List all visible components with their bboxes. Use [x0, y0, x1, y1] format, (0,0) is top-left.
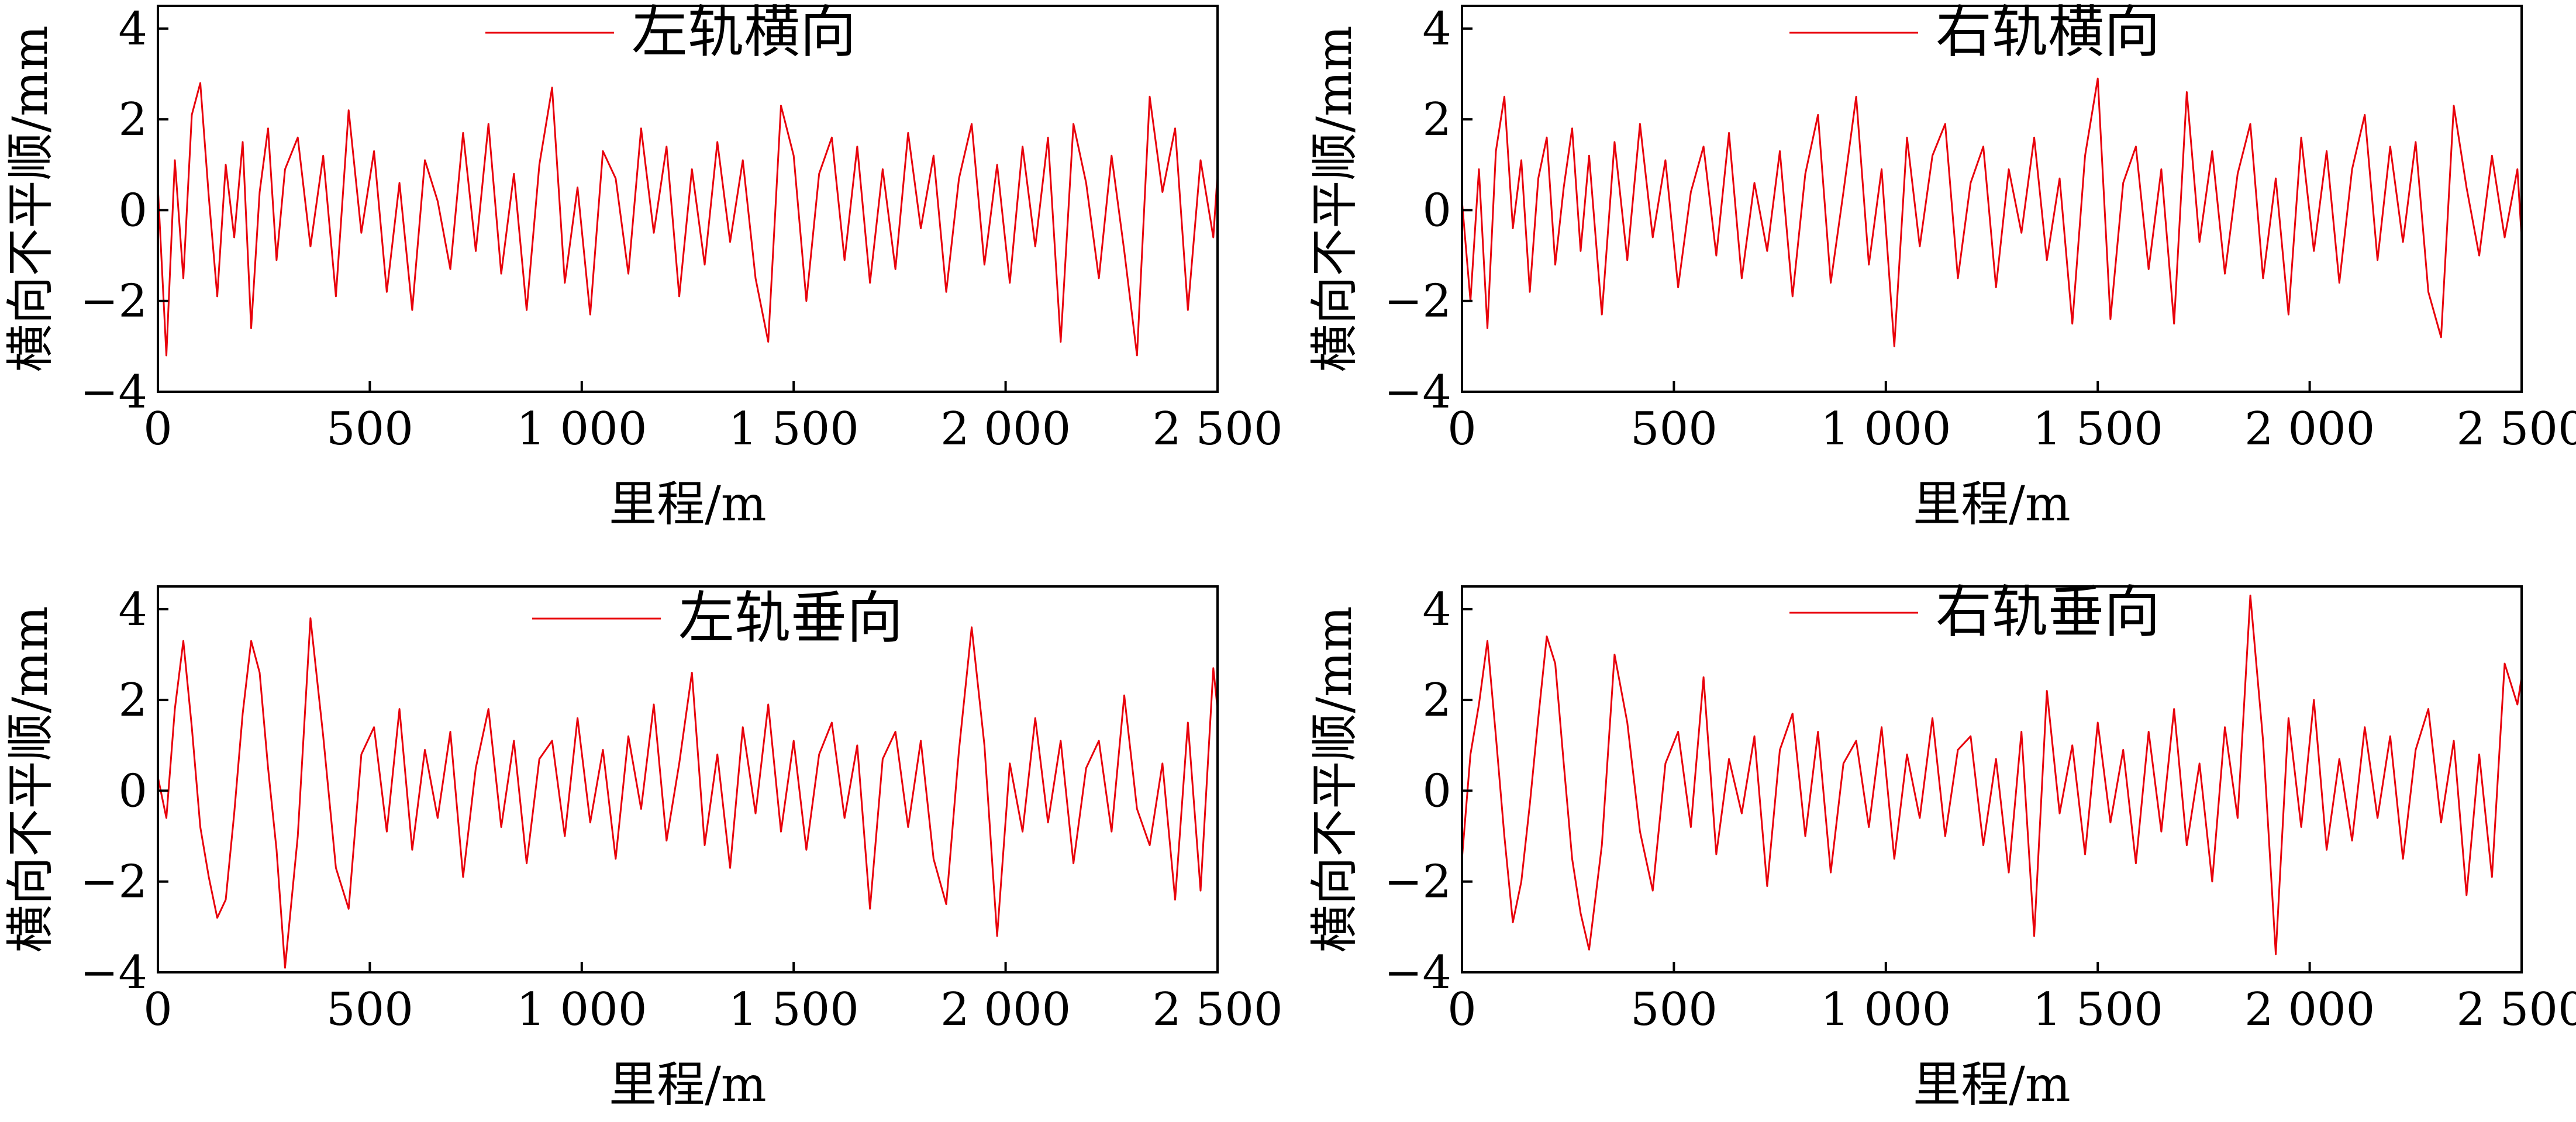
x-axis-title: 里程/m	[609, 477, 766, 532]
x-tick-label: 1 000	[1820, 403, 1951, 455]
series-line	[1461, 77, 2523, 347]
y-tick-label: 4	[118, 3, 147, 56]
x-tick-label: 2 000	[940, 403, 1071, 455]
y-tick-label: −2	[80, 856, 147, 909]
y-tick-label: 0	[118, 184, 147, 237]
x-tick-label: 1 500	[729, 983, 859, 1036]
x-axis-title: 里程/m	[1913, 1057, 2070, 1113]
x-tick-label: 0	[1447, 983, 1477, 1036]
x-tick-label: 2 500	[2456, 403, 2576, 455]
x-axis-title: 里程/m	[609, 1057, 766, 1113]
chart-panel-2: 0 500 1 000 1 500 2 000 2 500 4 2 0 −2 −4 里程/m 横向不平顺…	[1307, 0, 2576, 532]
y-tick-label: 2	[118, 674, 147, 727]
y-tick-label: −4	[1384, 366, 1451, 419]
x-tick-label: 1 000	[516, 403, 647, 455]
y-tick-label: 0	[1422, 184, 1451, 237]
x-tick-label: 500	[1630, 983, 1718, 1036]
series-line	[1461, 595, 2523, 955]
y-tick-label: −4	[80, 366, 147, 419]
y-axis-title: 横向不平顺/mm	[1307, 606, 1363, 952]
plot-frame	[1461, 585, 2523, 973]
y-tick-label: 4	[118, 584, 147, 636]
x-tick-label: 1 000	[516, 983, 647, 1036]
x-tick-label: 2 500	[1152, 983, 1282, 1036]
plot-frame	[157, 5, 1219, 393]
x-tick-label: 2 000	[2244, 403, 2375, 455]
y-axis-title: 横向不平顺/mm	[1307, 25, 1363, 372]
y-tick-label: 4	[1422, 584, 1451, 636]
chart-panels: 0 500 1 000 1 500 2 000 2 500420−2−4里程/m横向不平顺…	[3, 0, 2576, 1113]
x-tick-label: 2 500	[1152, 403, 1282, 455]
y-tick-label: −2	[1384, 856, 1451, 909]
x-tick-label: 2 000	[940, 983, 1071, 1036]
x-tick-label: 0	[1447, 403, 1477, 455]
y-axis-title: 横向不平顺/mm	[3, 25, 58, 372]
y-tick-label: 0	[118, 765, 147, 817]
y-tick-label: −2	[1384, 275, 1451, 328]
x-tick-label: 1 500	[729, 403, 859, 455]
series-line	[157, 82, 1219, 357]
x-tick-label: 1 000	[1820, 983, 1951, 1036]
legend-label: 右轨垂向	[1936, 579, 2160, 645]
y-tick-label: 4	[1422, 3, 1451, 56]
x-tick-label: 0	[143, 403, 173, 455]
plot-frame	[157, 585, 1219, 973]
chart-panel-3: 0 500 1 000 1 500 2 000 2 500 4 2 0 −2 −4 里程/m 横向不平顺…	[3, 584, 1283, 1113]
x-tick-label: 500	[326, 403, 413, 455]
x-tick-label: 2 500	[2456, 983, 2576, 1036]
y-tick-label: −4	[80, 947, 147, 999]
y-tick-label: −2	[80, 275, 147, 328]
x-tick-label: 2 000	[2244, 983, 2375, 1036]
y-tick-label: 2	[1422, 674, 1451, 727]
chart-panel-1: 0 500 1 000 1 500 2 000 2 500 4 2 0 −2 −4 里程/m 横向不平顺…	[3, 0, 1283, 532]
y-tick-label: 0	[1422, 765, 1451, 817]
x-tick-label: 0	[143, 983, 173, 1036]
x-axis-title: 里程/m	[1913, 477, 2070, 532]
chart-panel-4: 0 500 1 000 1 500 2 000 2 500 4 2 0 −2 −4 里程/m 横向不平顺…	[1307, 579, 2576, 1113]
legend-label: 左轨横向	[632, 0, 856, 65]
y-tick-label: 2	[1422, 94, 1451, 146]
y-tick-label: −4	[1384, 947, 1451, 999]
y-tick-label: 2	[118, 94, 147, 146]
y-axis-title: 横向不平顺/mm	[3, 606, 58, 952]
legend-label: 右轨横向	[1936, 0, 2160, 65]
x-tick-label: 500	[1630, 403, 1718, 455]
x-tick-label: 1 500	[2033, 983, 2163, 1036]
x-tick-label: 1 500	[2033, 403, 2163, 455]
series-line	[157, 617, 1219, 969]
plot-frame	[1461, 5, 2523, 393]
x-tick-label: 500	[326, 983, 413, 1036]
legend-label: 左轨垂向	[678, 585, 903, 651]
